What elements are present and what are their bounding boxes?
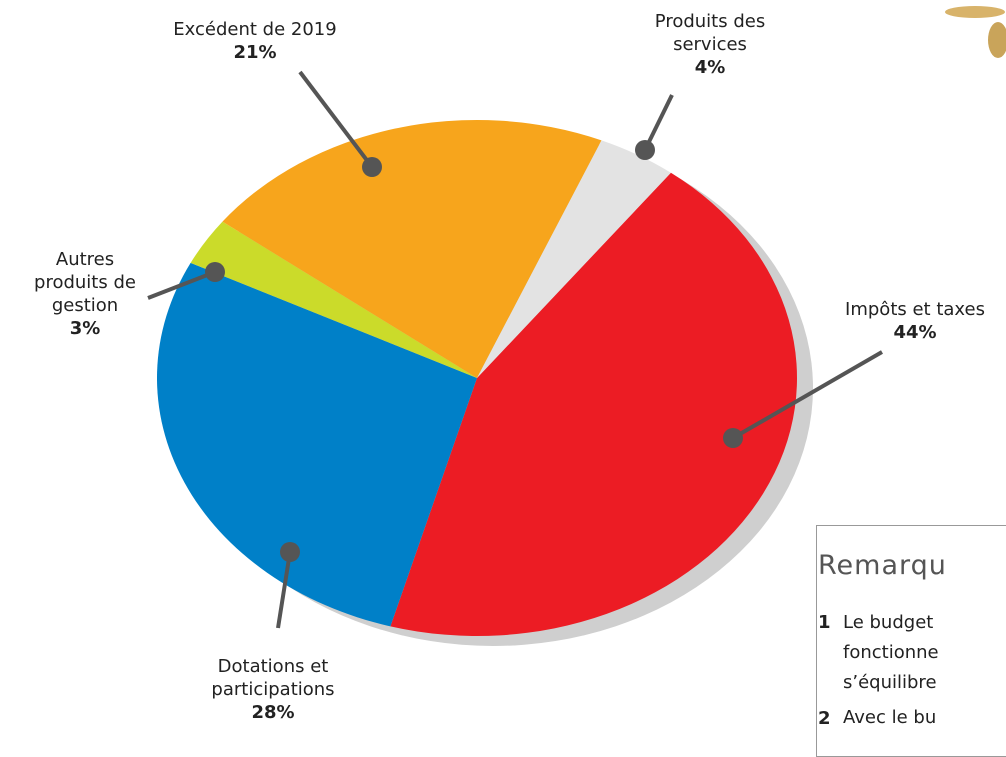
note-number: 1 — [818, 612, 831, 633]
category-label: Excédent de 2019 — [173, 19, 336, 40]
value-label: 3% — [25, 317, 145, 340]
leader-dot — [280, 542, 300, 562]
leader-dot — [205, 262, 225, 282]
note-line: fonctionne — [843, 638, 939, 668]
coins-image — [945, 6, 1006, 58]
category-label: Produits des services — [655, 11, 765, 55]
note-title: Remarqu — [818, 550, 947, 581]
category-label: Impôts et taxes — [845, 299, 985, 320]
value-label: 44% — [820, 321, 1006, 344]
note-number: 2 — [818, 708, 831, 729]
leader-dot — [362, 157, 382, 177]
page: Remarqu 1 Le budget fonctionne s’équilib… — [0, 0, 1006, 735]
category-label: Autres produits de gestion — [34, 249, 136, 316]
leader-dot — [723, 428, 743, 448]
category-label: Dotations et participations — [211, 656, 334, 700]
value-label: 28% — [178, 701, 368, 724]
note-line: Avec le bu — [843, 703, 936, 733]
note-line: Le budget — [843, 608, 933, 638]
value-label: 4% — [630, 56, 790, 79]
value-label: 21% — [140, 41, 370, 64]
leader-dot — [635, 140, 655, 160]
note-line: s’équilibre — [843, 668, 937, 698]
